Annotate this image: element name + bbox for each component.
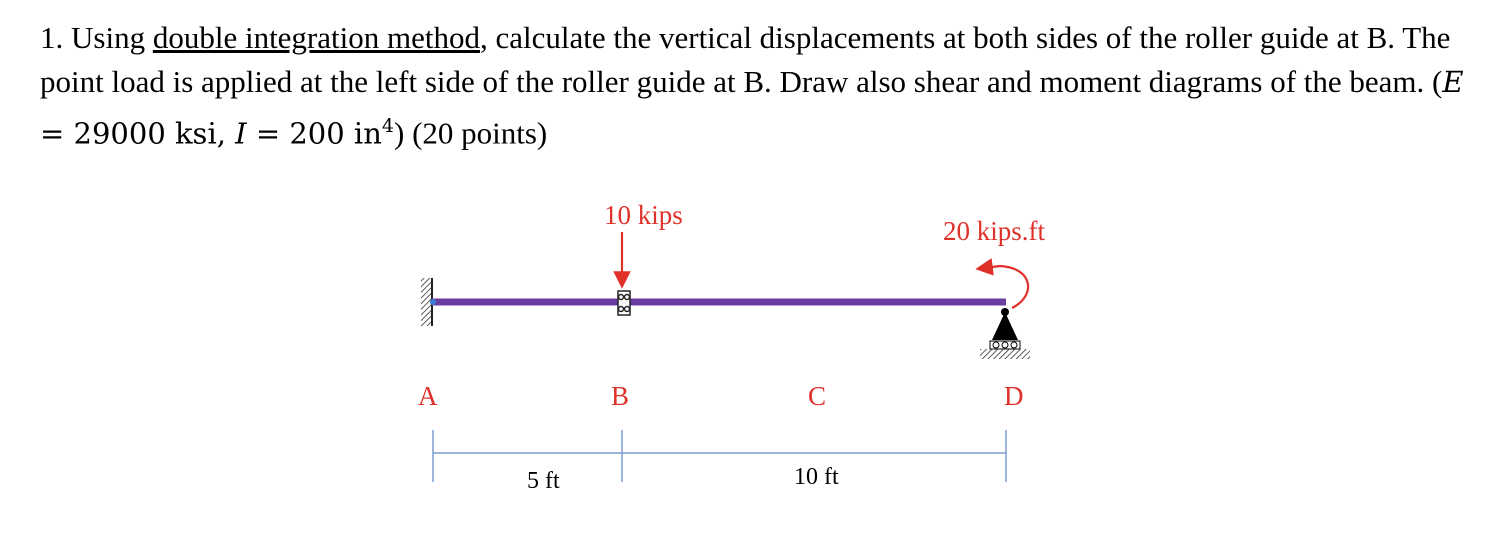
node-label-a: A	[418, 381, 438, 411]
problem-body: , calculate the vertical displacements a…	[40, 20, 1451, 99]
problem-points: (20 points)	[404, 115, 548, 151]
point-load-label: 10 kips	[604, 200, 683, 230]
inertia-exponent: 4	[381, 115, 394, 137]
moment-label: 20 kips.ft	[943, 216, 1046, 246]
inertia-symbol: I	[235, 116, 247, 151]
pin-support-d	[980, 308, 1030, 359]
inertia-value: = 200 in	[246, 116, 382, 151]
method-name: double integration method	[152, 20, 480, 55]
beam-end-a	[430, 299, 436, 305]
dimension-bd: 10 ft	[794, 464, 839, 490]
problem-number: 1.	[40, 20, 64, 55]
dimension-ab: 5 ft	[527, 468, 560, 494]
roller-guide-b	[617, 290, 631, 316]
node-label-b: B	[611, 381, 629, 411]
dimension-line	[432, 430, 1007, 482]
problem-close: )	[393, 115, 405, 151]
problem-statement: 1. Using double integration method, calc…	[40, 16, 1470, 155]
problem-pre: Using	[71, 20, 146, 55]
modulus-symbol: E	[1442, 65, 1464, 99]
node-label-c: C	[808, 381, 826, 411]
modulus-value: = 29000 ksi,	[40, 116, 236, 151]
node-label-d: D	[1004, 381, 1024, 411]
moment-arrow	[975, 258, 1030, 309]
